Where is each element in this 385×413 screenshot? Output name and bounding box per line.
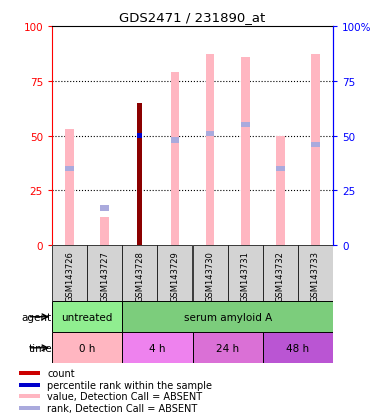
Bar <box>192 332 263 363</box>
Text: time: time <box>28 343 52 353</box>
Bar <box>171 73 179 246</box>
Bar <box>122 332 192 363</box>
Bar <box>228 246 263 301</box>
Bar <box>65 166 74 172</box>
Text: GSM143731: GSM143731 <box>241 250 250 301</box>
Bar <box>52 246 87 301</box>
Bar <box>157 246 192 301</box>
Title: GDS2471 / 231890_at: GDS2471 / 231890_at <box>119 11 266 24</box>
Text: 24 h: 24 h <box>216 343 239 353</box>
Bar <box>263 332 333 363</box>
Text: GSM143729: GSM143729 <box>171 250 179 301</box>
Bar <box>122 301 333 332</box>
Bar <box>171 138 179 143</box>
Text: rank, Detection Call = ABSENT: rank, Detection Call = ABSENT <box>47 403 198 413</box>
Bar <box>122 246 157 301</box>
Bar <box>100 217 109 246</box>
Text: value, Detection Call = ABSENT: value, Detection Call = ABSENT <box>47 392 203 401</box>
Bar <box>19 383 40 387</box>
Bar <box>65 130 74 246</box>
Text: GSM143726: GSM143726 <box>65 250 74 301</box>
Text: count: count <box>47 368 75 378</box>
Bar <box>19 371 40 375</box>
Bar <box>87 246 122 301</box>
Text: 0 h: 0 h <box>79 343 95 353</box>
Bar <box>206 55 214 246</box>
Bar <box>298 246 333 301</box>
Text: 4 h: 4 h <box>149 343 166 353</box>
Text: untreated: untreated <box>62 312 113 322</box>
Text: GSM143727: GSM143727 <box>100 250 109 301</box>
Bar <box>52 332 122 363</box>
Bar <box>137 103 142 246</box>
Text: GSM143732: GSM143732 <box>276 250 285 301</box>
Text: 48 h: 48 h <box>286 343 310 353</box>
Text: percentile rank within the sample: percentile rank within the sample <box>47 380 212 390</box>
Bar <box>137 133 142 139</box>
Bar <box>100 206 109 211</box>
Text: agent: agent <box>22 312 52 322</box>
Bar <box>206 131 214 137</box>
Bar <box>276 136 285 246</box>
Bar <box>263 246 298 301</box>
Bar <box>52 301 122 332</box>
Bar <box>276 166 285 172</box>
Bar <box>19 406 40 410</box>
Text: GSM143733: GSM143733 <box>311 250 320 301</box>
Bar <box>241 57 249 246</box>
Text: serum amyloid A: serum amyloid A <box>184 312 272 322</box>
Bar <box>241 123 249 128</box>
Bar <box>19 394 40 399</box>
Text: GSM143728: GSM143728 <box>135 250 144 301</box>
Bar <box>192 246 228 301</box>
Bar <box>311 142 320 148</box>
Text: GSM143730: GSM143730 <box>206 250 214 301</box>
Bar <box>311 55 320 246</box>
